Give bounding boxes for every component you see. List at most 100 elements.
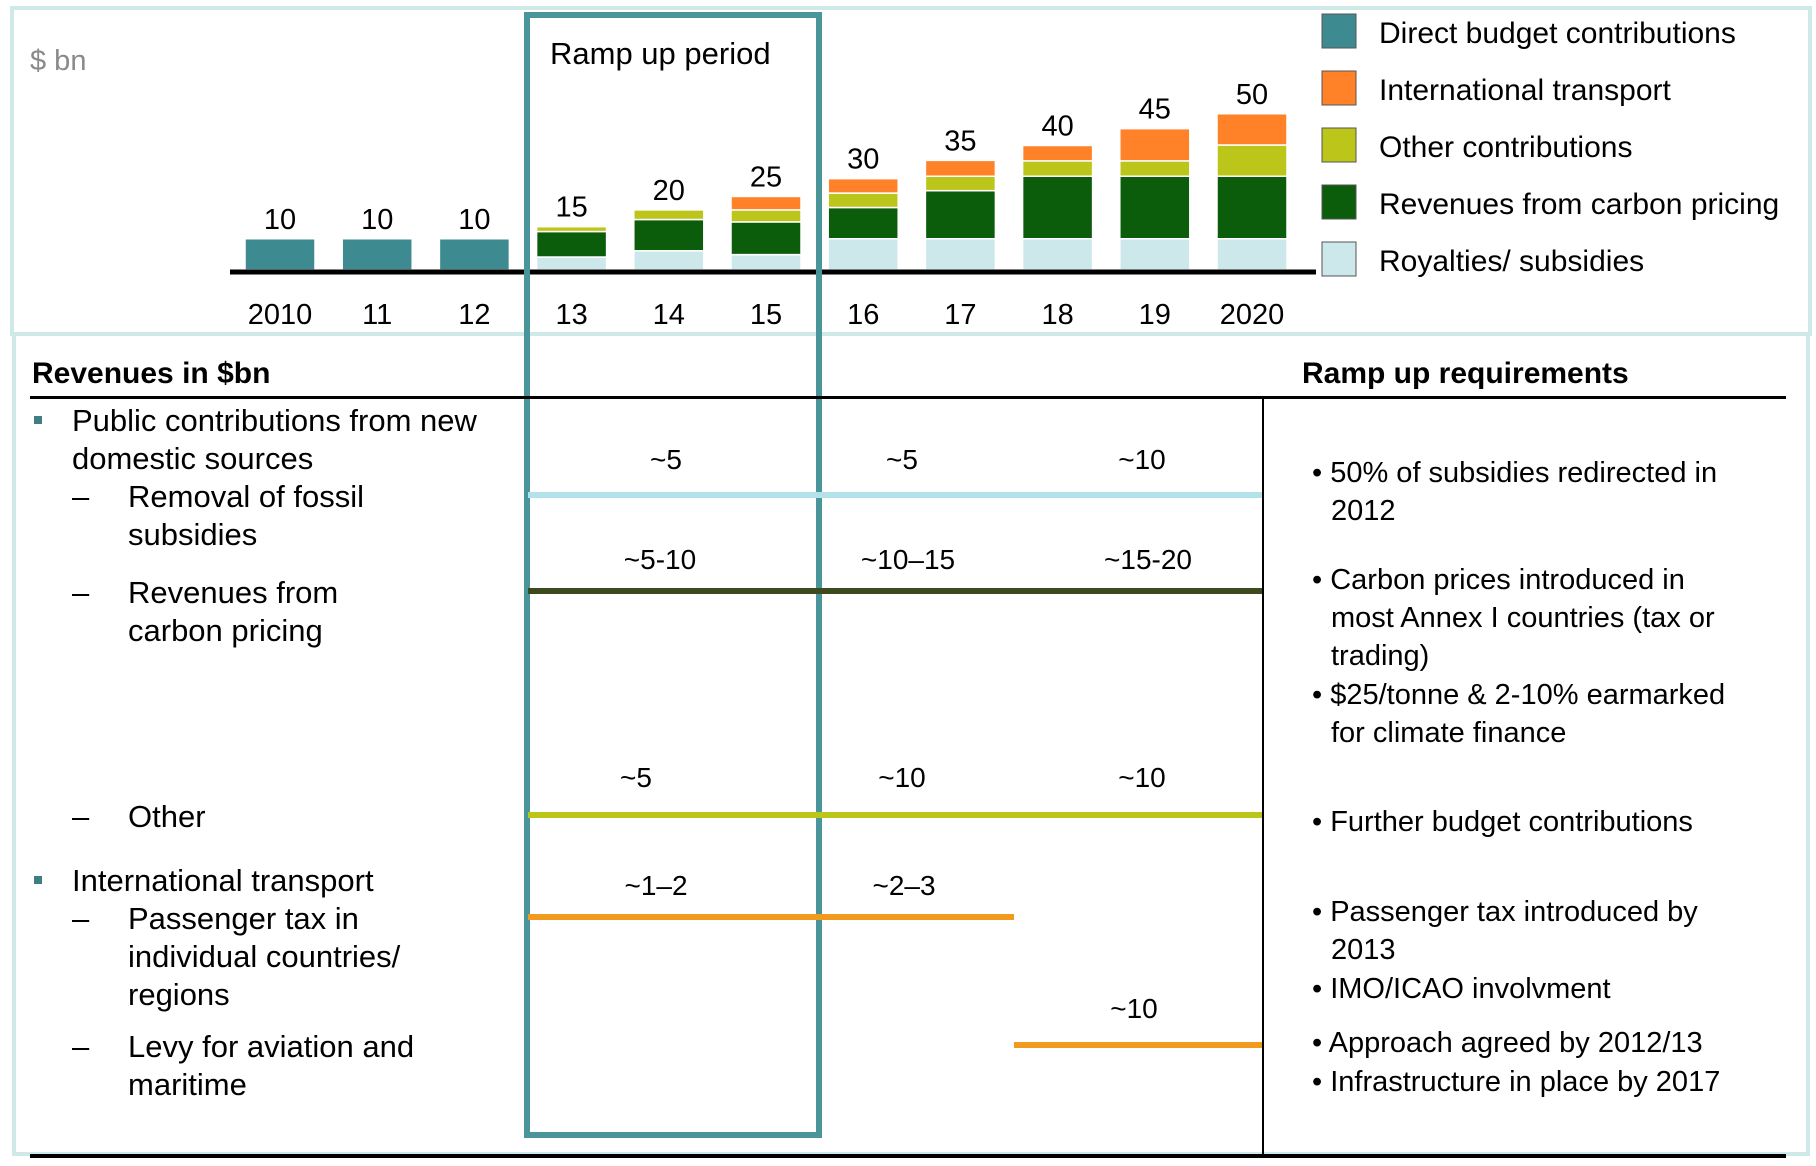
x-tick-label: 19 <box>1139 299 1171 331</box>
carbon-value-1: ~5-10 <box>623 544 697 575</box>
label-fossil-2: subsidies <box>128 517 258 552</box>
legend-swatch <box>1321 184 1357 220</box>
unit-label: $ bn <box>30 45 86 77</box>
legend-label: International transport <box>1379 74 1672 107</box>
bar-16-series-0 <box>827 238 899 271</box>
req-subsidies-1: • 50% of subsidies redirected in <box>1312 457 1718 489</box>
bar-18-series-0 <box>1021 238 1094 271</box>
bar-total-label: 10 <box>264 204 296 236</box>
fossil-value-3: ~10 <box>1118 444 1166 475</box>
other-value-2: ~10 <box>878 762 926 793</box>
bar-18-series-2 <box>1021 160 1094 178</box>
bar-19-series-2 <box>1119 160 1191 178</box>
dash-fossil: – <box>72 479 90 514</box>
x-tick-label: 11 <box>362 299 392 331</box>
x-tick-label: 17 <box>944 299 976 331</box>
levy-value: ~10 <box>1110 993 1158 1024</box>
bar-14-series-1 <box>633 218 705 252</box>
bottom-rule <box>30 1154 1786 1158</box>
bar-12-series-4 <box>438 238 511 271</box>
legend-label: Direct budget contributions <box>1379 17 1736 50</box>
bullet-intl <box>34 876 42 884</box>
bar-11-series-4 <box>341 238 413 271</box>
bar-2020-series-1 <box>1216 175 1288 240</box>
bar-total-label: 25 <box>750 161 782 193</box>
bar-total-label: 10 <box>361 204 393 236</box>
dash-other: – <box>72 799 90 834</box>
ramp-up-frame <box>524 12 822 1138</box>
label-carbon-2: carbon pricing <box>128 613 323 648</box>
label-levy-1: Levy for aviation and <box>128 1029 415 1064</box>
bar-total-label: 40 <box>1041 110 1073 142</box>
req-infrastructure: • Infrastructure in place by 2017 <box>1312 1066 1721 1098</box>
requirements-header: Ramp up requirements <box>1302 357 1629 390</box>
other-line <box>528 812 1262 818</box>
req-approach: • Approach agreed by 2012/13 <box>1312 1027 1703 1059</box>
x-tick-label: 16 <box>847 299 879 331</box>
chart-panel-border <box>10 6 1812 336</box>
label-intl: International transport <box>72 863 374 898</box>
revenues-header: Revenues in $bn <box>32 357 271 390</box>
bar-13-series-1 <box>535 230 608 258</box>
bar-19-series-0 <box>1119 238 1191 271</box>
req-subsidies-2: 2012 <box>1331 495 1396 527</box>
bar-13-series-2 <box>535 225 608 233</box>
bar-17-series-2 <box>924 175 997 192</box>
req-budget: • Further budget contributions <box>1312 806 1693 838</box>
bar-total-label: 30 <box>847 144 879 176</box>
dash-carbon: – <box>72 575 90 610</box>
bar-17-series-3 <box>924 159 997 177</box>
bar-total-label: 15 <box>555 192 587 224</box>
carbon-value-2: ~10–15 <box>860 544 956 575</box>
label-levy-2: maritime <box>128 1067 247 1102</box>
bar-2010-series-4 <box>244 238 316 271</box>
bullet-public <box>34 416 42 424</box>
req-price-1: • $25/tonne & 2-10% earmarked <box>1312 679 1726 711</box>
bar-18-series-3 <box>1021 144 1094 162</box>
legend-swatch <box>1321 127 1357 163</box>
other-value-1: ~5 <box>620 762 652 793</box>
fossil-line <box>528 492 1262 498</box>
req-carbon-3: trading) <box>1331 640 1430 672</box>
label-public-contrib-1: Public contributions from new <box>72 403 477 438</box>
bar-2020-series-0 <box>1216 238 1288 271</box>
header-rule <box>30 396 1786 399</box>
req-pax-2: 2013 <box>1331 934 1396 966</box>
bar-16-series-1 <box>827 206 899 240</box>
ramp-up-label: Ramp up period <box>550 36 771 71</box>
bar-14-series-2 <box>633 209 705 221</box>
bar-18-series-1 <box>1021 175 1094 240</box>
levy-line <box>1014 1042 1262 1048</box>
x-tick-label: 18 <box>1041 299 1073 331</box>
legend-label: Other contributions <box>1379 131 1632 164</box>
x-tick-label: 12 <box>458 299 490 331</box>
carbon-value-3: ~15-20 <box>1104 544 1192 575</box>
x-tick-label: 13 <box>555 299 587 331</box>
label-pax-1: Passenger tax in <box>128 901 359 936</box>
dash-pax: – <box>72 901 90 936</box>
revenue-chart: $ bn 2010 11 12 13 14 15 16 17 18 19 2020 10 10 10 15… <box>10 6 1812 336</box>
legend-swatch <box>1321 241 1357 277</box>
bar-16-series-3 <box>827 177 899 194</box>
bar-total-label: 50 <box>1236 79 1268 111</box>
label-carbon-1: Revenues from <box>128 575 339 610</box>
dash-levy: – <box>72 1029 90 1064</box>
bar-17-series-1 <box>924 189 997 240</box>
req-pax-1: • Passenger tax introduced by <box>1312 896 1698 928</box>
pax-value-1: ~1–2 <box>624 870 688 901</box>
legend-swatch <box>1321 13 1357 49</box>
label-fossil-1: Removal of fossil <box>128 479 365 514</box>
req-carbon-2: most Annex I countries (tax or <box>1331 602 1715 634</box>
requirements-divider <box>1262 398 1264 1155</box>
bar-total-label: 20 <box>653 175 685 207</box>
bar-16-series-2 <box>827 192 899 209</box>
bar-15-series-3 <box>730 195 802 211</box>
x-tick-label: 2010 <box>248 299 313 331</box>
req-imo: • IMO/ICAO involvment <box>1312 973 1611 1005</box>
x-tick-label: 14 <box>653 299 685 331</box>
req-price-2: for climate finance <box>1331 717 1567 749</box>
legend-label: Revenues from carbon pricing <box>1379 188 1779 221</box>
bar-2020-series-3 <box>1216 113 1288 146</box>
x-tick-label: 2020 <box>1220 299 1285 331</box>
carbon-line <box>528 588 1262 594</box>
